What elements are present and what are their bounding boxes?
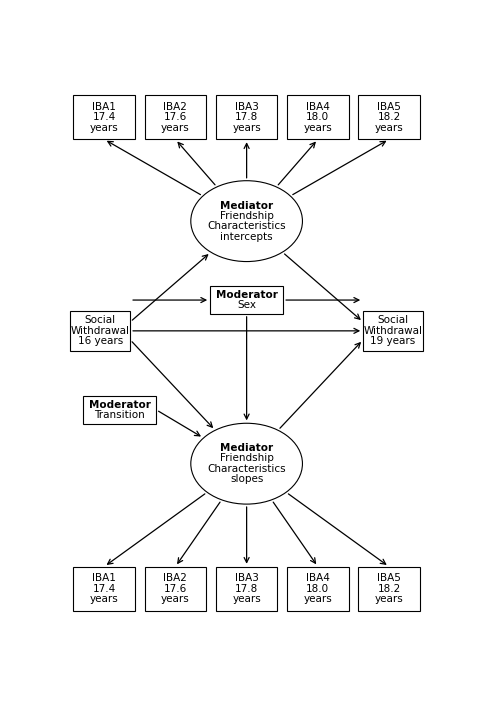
Ellipse shape xyxy=(191,181,302,262)
Text: 16 years: 16 years xyxy=(78,337,123,346)
FancyBboxPatch shape xyxy=(70,310,130,351)
FancyBboxPatch shape xyxy=(74,567,135,611)
Text: 19 years: 19 years xyxy=(370,337,416,346)
Ellipse shape xyxy=(191,423,302,504)
Text: Friendship: Friendship xyxy=(220,453,274,464)
Text: IBA1: IBA1 xyxy=(92,102,116,112)
Text: years: years xyxy=(232,594,261,604)
Text: Social: Social xyxy=(85,315,116,325)
Text: IBA5: IBA5 xyxy=(377,102,401,112)
FancyBboxPatch shape xyxy=(144,567,206,611)
Text: Mediator: Mediator xyxy=(220,443,273,453)
Text: Moderator: Moderator xyxy=(88,399,150,409)
Text: 17.4: 17.4 xyxy=(92,584,116,594)
Text: intercepts: intercepts xyxy=(220,232,273,242)
Text: 17.8: 17.8 xyxy=(235,112,258,122)
Text: years: years xyxy=(232,122,261,133)
FancyBboxPatch shape xyxy=(358,95,420,139)
Text: IBA3: IBA3 xyxy=(234,102,258,112)
Text: Social: Social xyxy=(378,315,408,325)
FancyBboxPatch shape xyxy=(287,567,348,611)
Text: 17.8: 17.8 xyxy=(235,584,258,594)
Text: years: years xyxy=(161,122,190,133)
Text: 18.0: 18.0 xyxy=(306,584,330,594)
Text: 18.0: 18.0 xyxy=(306,112,330,122)
Text: years: years xyxy=(161,594,190,604)
Text: Sex: Sex xyxy=(237,300,256,310)
Text: 17.4: 17.4 xyxy=(92,112,116,122)
Text: years: years xyxy=(304,122,332,133)
FancyBboxPatch shape xyxy=(83,396,156,423)
FancyBboxPatch shape xyxy=(358,567,420,611)
FancyBboxPatch shape xyxy=(287,95,348,139)
FancyBboxPatch shape xyxy=(144,95,206,139)
Text: years: years xyxy=(374,122,404,133)
Text: years: years xyxy=(374,594,404,604)
Text: years: years xyxy=(90,122,118,133)
Text: years: years xyxy=(90,594,118,604)
Text: IBA2: IBA2 xyxy=(164,102,188,112)
Text: IBA3: IBA3 xyxy=(234,573,258,583)
Text: IBA2: IBA2 xyxy=(164,573,188,583)
Text: 17.6: 17.6 xyxy=(164,112,187,122)
Text: 17.6: 17.6 xyxy=(164,584,187,594)
Text: IBA1: IBA1 xyxy=(92,573,116,583)
Text: Characteristics: Characteristics xyxy=(208,464,286,474)
Text: Friendship: Friendship xyxy=(220,211,274,221)
Text: Mediator: Mediator xyxy=(220,201,273,211)
FancyBboxPatch shape xyxy=(210,286,283,314)
Text: Withdrawal: Withdrawal xyxy=(364,326,422,336)
Text: years: years xyxy=(304,594,332,604)
FancyBboxPatch shape xyxy=(216,567,278,611)
FancyBboxPatch shape xyxy=(74,95,135,139)
Text: IBA5: IBA5 xyxy=(377,573,401,583)
Text: Characteristics: Characteristics xyxy=(208,221,286,231)
Text: Withdrawal: Withdrawal xyxy=(71,326,130,336)
Text: Transition: Transition xyxy=(94,410,145,420)
Text: slopes: slopes xyxy=(230,474,264,484)
Text: IBA4: IBA4 xyxy=(306,573,330,583)
Text: IBA4: IBA4 xyxy=(306,102,330,112)
FancyBboxPatch shape xyxy=(216,95,278,139)
Text: 18.2: 18.2 xyxy=(378,584,400,594)
Text: Moderator: Moderator xyxy=(216,290,278,300)
FancyBboxPatch shape xyxy=(363,310,423,351)
Text: 18.2: 18.2 xyxy=(378,112,400,122)
